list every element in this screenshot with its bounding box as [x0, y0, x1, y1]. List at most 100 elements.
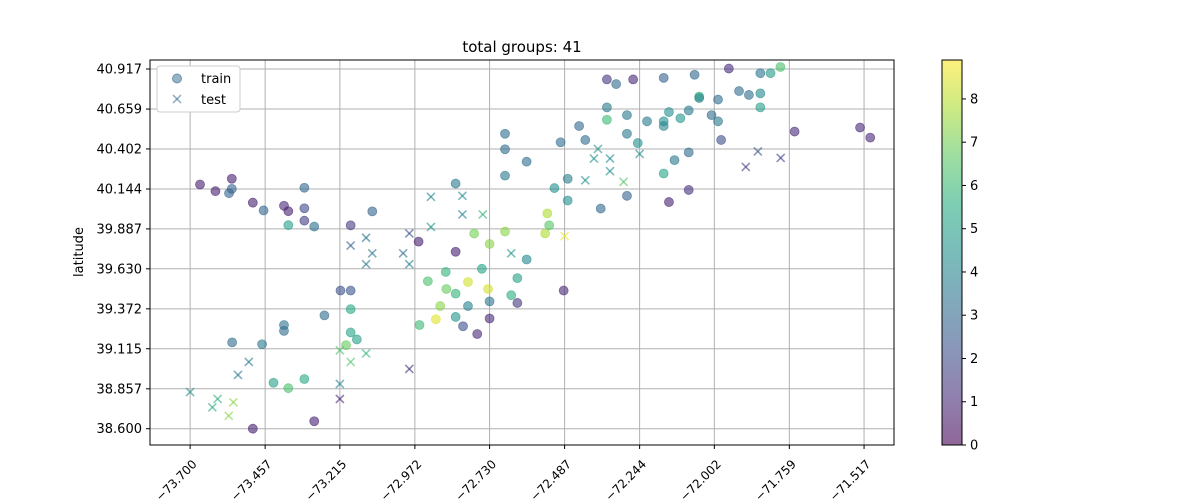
test-point	[776, 153, 786, 163]
test-point	[335, 379, 345, 389]
train-point	[658, 121, 669, 131]
x-tick-label: −73.457	[228, 457, 275, 500]
test-point	[361, 259, 371, 269]
train-point	[430, 314, 441, 325]
test-point	[361, 348, 371, 358]
test-point	[560, 231, 570, 241]
y-axis: 40.917 40.659 40.402 40.144 39.887 39.630 39.3…	[97, 63, 150, 437]
colorbar-tick-label: 3	[970, 309, 978, 324]
test-point	[185, 387, 195, 397]
train-point	[484, 296, 495, 307]
chart-title: total groups: 41	[462, 38, 581, 56]
train-point	[484, 239, 495, 249]
train-point	[450, 246, 461, 257]
train-point	[450, 312, 461, 322]
train-point	[309, 416, 320, 427]
train-point	[299, 182, 310, 193]
train-point	[744, 90, 754, 100]
test-point	[213, 394, 223, 404]
x-tick-label: −72.972	[378, 457, 425, 500]
train-point	[299, 374, 310, 384]
train-point	[611, 79, 622, 89]
train-point	[500, 226, 510, 237]
train-point	[440, 267, 451, 277]
legend-test-marker	[172, 94, 182, 104]
test-point	[605, 166, 615, 176]
train-point	[664, 197, 674, 207]
train-point	[210, 186, 221, 197]
y-tick-label: 40.917	[97, 63, 143, 78]
test-point	[207, 402, 217, 412]
test-point	[619, 177, 629, 187]
y-tick-label: 40.659	[97, 103, 143, 118]
train-point	[309, 221, 320, 232]
train-point	[540, 228, 551, 239]
train-point	[675, 113, 686, 124]
legend-train-marker	[172, 73, 182, 84]
train-point	[299, 203, 310, 214]
y-tick-label: 40.144	[97, 183, 143, 198]
test-point	[361, 233, 371, 243]
train-point	[472, 329, 483, 339]
test-point	[367, 248, 377, 258]
x-tick-label: −72.487	[527, 457, 574, 500]
colorbar-tick-label: 2	[970, 352, 978, 367]
train-point	[345, 304, 356, 315]
train-point	[512, 298, 523, 308]
train-point	[683, 147, 694, 158]
train-point	[713, 116, 723, 127]
y-tick-label: 39.887	[97, 222, 143, 237]
train-point	[283, 206, 294, 217]
test-point	[335, 345, 345, 355]
test-point	[346, 240, 356, 251]
test-point	[589, 154, 599, 164]
train-point	[279, 325, 289, 336]
train-point	[555, 137, 566, 148]
train-point	[601, 102, 612, 113]
colorbar-frame	[941, 59, 963, 446]
test-point	[404, 364, 414, 374]
colorbar-tick-label: 5	[970, 222, 978, 237]
train-point	[335, 285, 346, 296]
test-point	[224, 411, 234, 421]
colorbar-tick-label: 7	[970, 136, 978, 151]
train-point	[258, 205, 269, 216]
train-point	[450, 178, 461, 189]
x-tick-label: −73.700	[153, 457, 200, 500]
train-point	[683, 185, 694, 195]
test-point	[457, 209, 467, 220]
train-point	[500, 170, 510, 181]
train-point	[195, 179, 205, 190]
y-tick-label: 39.630	[97, 262, 143, 277]
train-point	[658, 72, 669, 83]
test-point	[233, 370, 243, 380]
plot-frame	[149, 59, 895, 446]
train-point	[247, 197, 258, 208]
train-point	[435, 301, 446, 311]
train-point	[458, 321, 468, 332]
x-tick-label: −73.215	[303, 457, 350, 500]
grid-lines	[150, 60, 894, 445]
train-point	[562, 195, 573, 206]
test-point	[398, 248, 408, 258]
train-point	[441, 284, 452, 294]
train-point	[500, 144, 510, 155]
train-point	[789, 126, 800, 137]
train-point	[227, 337, 238, 348]
y-tick-label: 40.402	[97, 142, 143, 157]
train-point	[351, 334, 362, 345]
train-point	[299, 215, 310, 226]
test-point	[457, 191, 467, 201]
train-point	[632, 138, 643, 148]
train-point	[367, 206, 378, 217]
train-point	[469, 228, 480, 239]
train-point	[689, 69, 700, 80]
test-point	[426, 222, 436, 232]
train-point	[319, 310, 330, 321]
train-point	[476, 263, 487, 274]
train-point	[413, 236, 424, 247]
train-point	[775, 62, 786, 72]
test-point	[580, 175, 590, 185]
